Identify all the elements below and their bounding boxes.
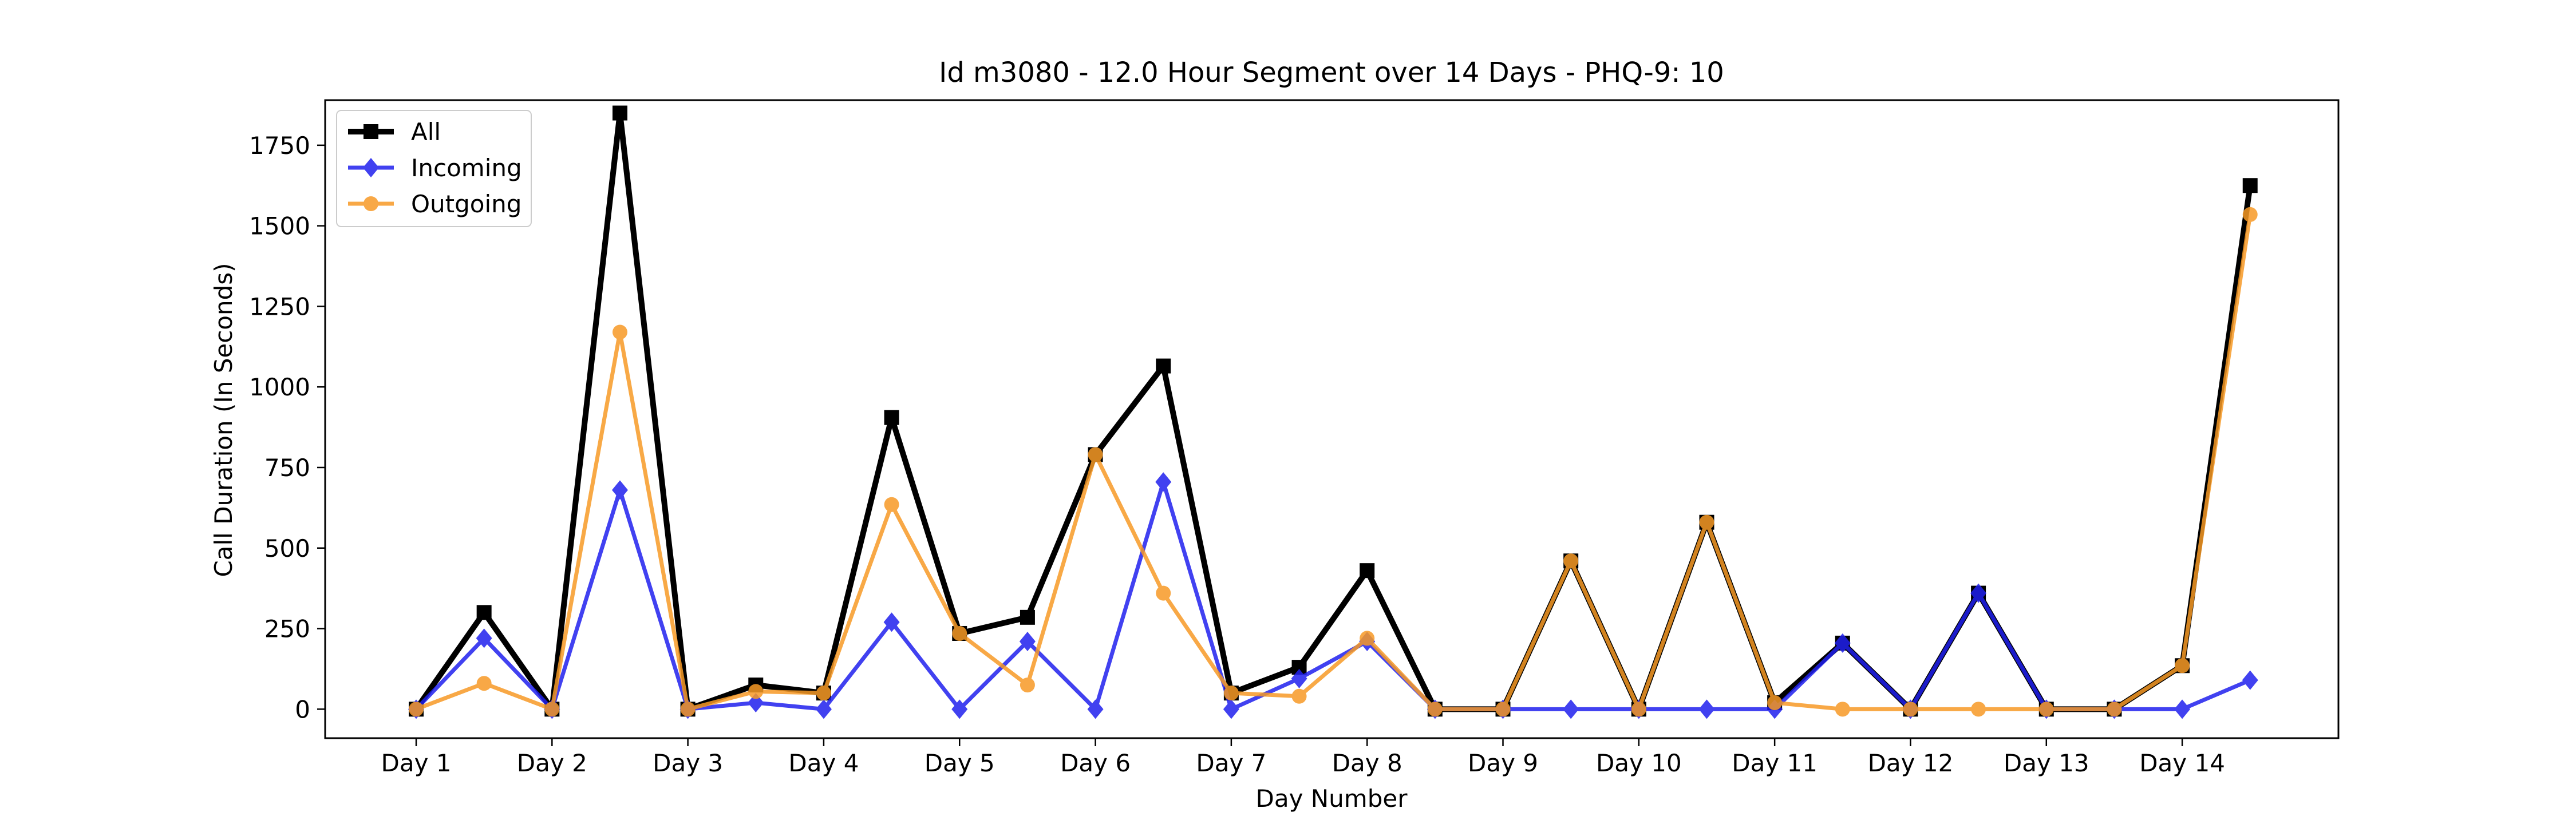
series-line-incoming xyxy=(414,480,2251,711)
data-point-outgoing xyxy=(612,324,627,340)
legend-item-incoming xyxy=(348,158,394,177)
data-point-outgoing xyxy=(816,686,831,701)
legend-label-incoming: Incoming xyxy=(411,154,522,182)
data-point-outgoing xyxy=(1631,702,1646,717)
x-tick-label: Day 13 xyxy=(2004,749,2089,777)
x-tick-label: Day 12 xyxy=(1868,749,1954,777)
data-point-outgoing xyxy=(409,702,424,717)
legend-box xyxy=(336,110,532,227)
y-tick-label: 500 xyxy=(264,534,310,562)
data-point-outgoing xyxy=(2107,702,2122,717)
data-point-incoming xyxy=(2242,670,2258,690)
data-point-incoming xyxy=(1834,633,1851,653)
data-point-outgoing xyxy=(1156,585,1171,601)
data-point-outgoing xyxy=(1360,631,1375,646)
legend: All Incoming Outgoing xyxy=(336,110,532,227)
series-line-outgoing xyxy=(415,214,2253,711)
y-tick-label: 1000 xyxy=(249,373,310,401)
x-axis-label: Day Number xyxy=(1255,785,1408,813)
data-point-outgoing xyxy=(1223,686,1239,701)
data-point-all xyxy=(612,105,627,121)
data-point-outgoing xyxy=(1835,702,1850,717)
data-point-outgoing xyxy=(1020,678,1035,693)
data-point-incoming xyxy=(2174,699,2191,719)
y-tick-label: 1750 xyxy=(249,132,310,160)
x-tick-label: Day 9 xyxy=(1468,749,1538,777)
legend-marker-outgoing xyxy=(364,196,378,211)
data-point-all xyxy=(1360,563,1375,579)
data-point-incoming xyxy=(1698,699,1715,719)
x-tick-label: Day 7 xyxy=(1196,749,1266,777)
x-tick-label: Day 11 xyxy=(1732,749,1818,777)
data-point-incoming xyxy=(883,612,900,632)
data-point-outgoing xyxy=(2175,658,2190,674)
legend-marker-incoming xyxy=(363,158,379,177)
x-tick-label: Day 1 xyxy=(381,749,451,777)
y-tick-label: 250 xyxy=(264,615,310,643)
data-point-all xyxy=(1020,609,1035,625)
x-tick-label: Day 3 xyxy=(653,749,723,777)
data-point-all xyxy=(2242,178,2258,193)
data-point-outgoing xyxy=(1495,702,1511,717)
series-outgoing xyxy=(409,207,2258,717)
data-point-outgoing xyxy=(476,676,492,691)
data-point-outgoing xyxy=(1971,702,1986,717)
data-point-outgoing xyxy=(1699,514,1714,530)
y-tick-label: 750 xyxy=(264,454,310,482)
y-tick-label: 1250 xyxy=(249,292,310,320)
x-tick-label: Day 2 xyxy=(517,749,587,777)
y-tick-label: 1500 xyxy=(249,212,310,240)
x-tick-label: Day 4 xyxy=(788,749,859,777)
data-point-incoming xyxy=(748,693,764,713)
data-point-incoming xyxy=(611,480,628,500)
data-point-outgoing xyxy=(1903,702,1918,717)
data-point-incoming xyxy=(1970,583,1987,603)
legend-item-all xyxy=(348,124,394,139)
data-point-outgoing xyxy=(680,702,696,717)
data-point-incoming xyxy=(1155,472,1172,492)
data-point-all xyxy=(1156,358,1171,374)
legend-label-all: All xyxy=(411,118,441,146)
x-tick-label: Day 10 xyxy=(1596,749,1682,777)
data-point-outgoing xyxy=(2242,207,2258,222)
data-point-incoming xyxy=(476,628,492,648)
data-point-outgoing xyxy=(884,497,899,512)
data-point-outgoing xyxy=(544,702,560,717)
plot-frame xyxy=(324,99,2340,739)
data-point-all xyxy=(476,605,492,620)
data-point-outgoing xyxy=(1563,553,1579,569)
data-point-incoming xyxy=(815,699,832,719)
data-point-outgoing xyxy=(1291,688,1307,704)
x-tick-label: Day 6 xyxy=(1060,749,1131,777)
data-point-incoming xyxy=(951,699,968,719)
data-point-incoming xyxy=(1223,699,1239,719)
data-point-outgoing xyxy=(2038,702,2054,717)
data-point-outgoing xyxy=(1427,702,1443,717)
data-point-outgoing xyxy=(1767,695,1783,711)
legend-label-outgoing: Outgoing xyxy=(411,190,521,218)
chart-title: Id m3080 - 12.0 Hour Segment over 14 Day… xyxy=(939,57,1724,89)
y-tick-label: 0 xyxy=(295,695,310,723)
data-point-incoming xyxy=(1087,699,1104,719)
data-point-all xyxy=(884,410,899,425)
data-point-incoming xyxy=(1291,668,1307,688)
legend-item-outgoing xyxy=(348,196,394,211)
data-point-incoming xyxy=(1563,699,1579,719)
data-point-outgoing xyxy=(1088,447,1103,462)
legend-marker-all xyxy=(364,124,378,139)
y-axis-label: Call Duration (In Seconds) xyxy=(210,263,238,577)
x-tick-label: Day 14 xyxy=(2139,749,2225,777)
x-tick-label: Day 5 xyxy=(924,749,995,777)
data-point-outgoing xyxy=(952,625,967,641)
x-tick-label: Day 8 xyxy=(1332,749,1402,777)
data-point-incoming xyxy=(1019,632,1036,652)
data-point-outgoing xyxy=(748,684,764,699)
